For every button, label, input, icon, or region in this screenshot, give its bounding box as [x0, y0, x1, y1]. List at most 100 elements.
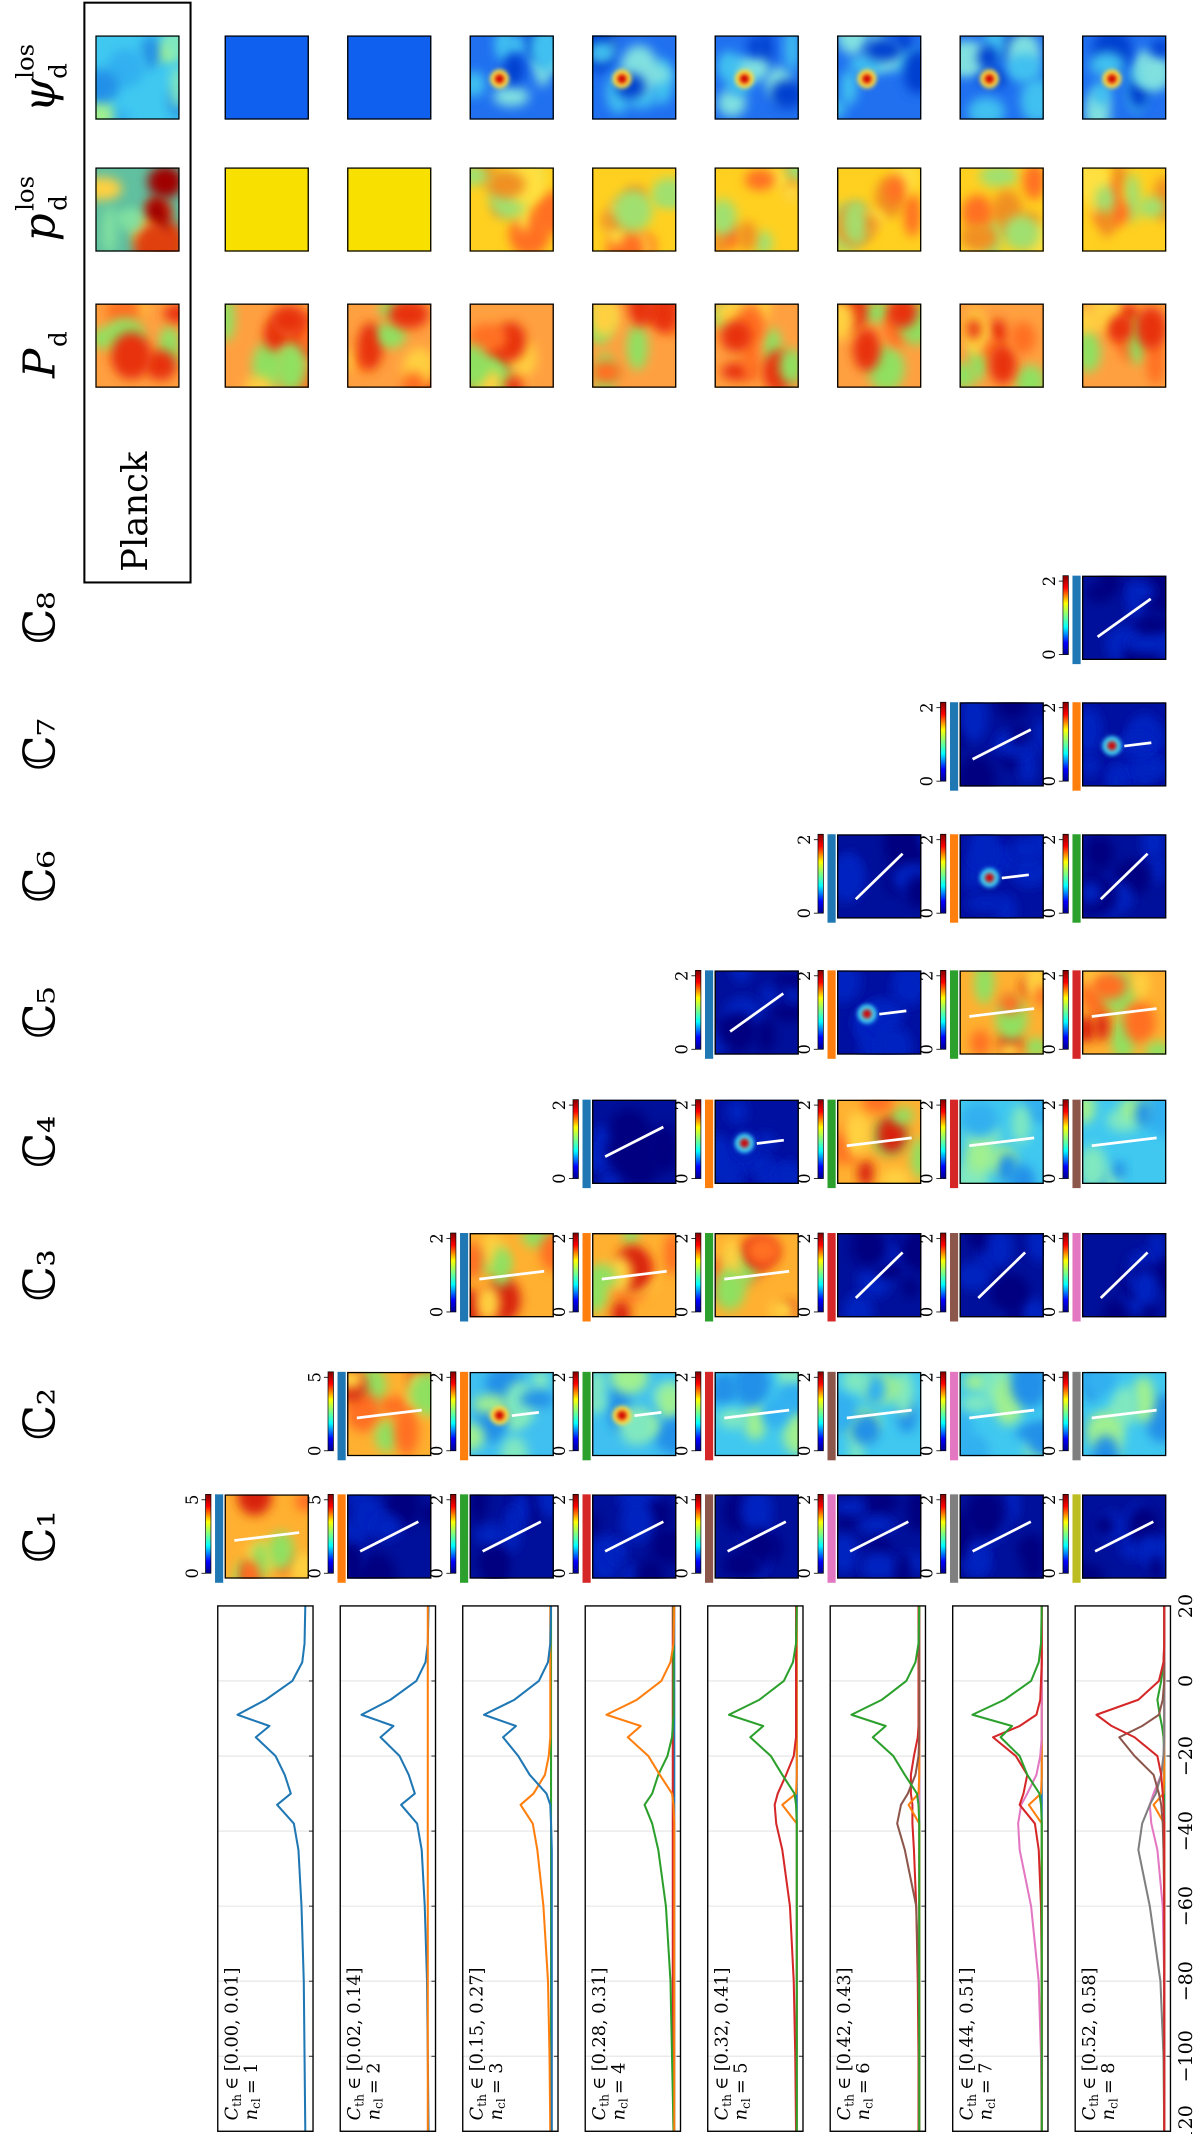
- map-feature: [1111, 1161, 1126, 1180]
- map-feature: [984, 74, 995, 84]
- map-feature: [481, 1552, 509, 1579]
- map-feature: [781, 184, 799, 202]
- heatmap: [959, 35, 1044, 120]
- map-feature: [720, 320, 752, 353]
- series-line: [360, 1605, 430, 2132]
- plot-frame: [584, 1605, 682, 2132]
- heatmap: [1081, 1494, 1167, 1579]
- range-subscript: th: [229, 2094, 243, 2107]
- map-frame: [714, 970, 799, 1055]
- map-feature: [394, 1407, 419, 1457]
- range-label: Cth ∈ [0.02, 0.14]: [345, 1967, 366, 2120]
- orientation-line: [756, 1138, 785, 1145]
- map-feature: [966, 1537, 988, 1576]
- map-feature: [744, 169, 776, 191]
- map-feature: [475, 1522, 508, 1546]
- cluster-strip: [704, 1233, 714, 1322]
- map-feature: [659, 1385, 677, 1421]
- colorbar-tick-label: 0: [305, 1568, 324, 1578]
- map-feature: [718, 1408, 748, 1429]
- heatmap: [1081, 303, 1167, 388]
- range-symbol: C: [590, 2106, 610, 2120]
- map-feature: [401, 372, 426, 388]
- map-background: [224, 35, 309, 120]
- map-feature: [858, 1515, 896, 1535]
- map-feature: [592, 42, 615, 63]
- map-feature: [770, 79, 799, 109]
- map-feature: [1106, 765, 1126, 787]
- map-feature: [861, 1099, 894, 1113]
- range-label: Cth ∈ [0.28, 0.31]: [590, 1967, 611, 2120]
- map-feature: [959, 1261, 992, 1291]
- map-feature: [611, 1300, 631, 1318]
- map-feature: [503, 53, 525, 86]
- orientation-line: [854, 1251, 904, 1299]
- map-feature: [409, 1372, 432, 1416]
- orientation-line: [601, 1269, 667, 1281]
- colorbar-tick-label: 2: [673, 1495, 692, 1505]
- planck-label: Planck: [115, 451, 156, 572]
- heatmap: [95, 167, 180, 252]
- map-feature: [144, 349, 177, 381]
- map-frame: [592, 303, 677, 388]
- orientation-line: [971, 1520, 1032, 1553]
- planck-header: P: [16, 348, 66, 379]
- map-feature: [592, 1393, 607, 1414]
- orientation-line: [726, 1520, 787, 1553]
- map-feature: [147, 167, 180, 199]
- map-feature: [851, 1418, 880, 1445]
- plot-frame: [462, 1605, 559, 2132]
- map-feature: [738, 220, 757, 252]
- map-feature: [842, 1371, 869, 1393]
- map-frame: [224, 167, 309, 252]
- map-feature: [959, 362, 976, 388]
- map-feature: [959, 755, 996, 787]
- column-header: ℂ₄: [16, 1116, 66, 1168]
- map-feature: [1107, 74, 1117, 84]
- map-feature: [492, 1246, 511, 1288]
- colorbar-tick-label: 2: [1040, 834, 1059, 844]
- map-feature: [1081, 333, 1101, 373]
- map-feature: [520, 1390, 554, 1409]
- map-feature: [592, 1146, 604, 1170]
- map-feature: [837, 303, 855, 341]
- map-frame: [592, 167, 677, 252]
- colorbar-tick-label: 0: [305, 1446, 324, 1456]
- colorbar-tick-label: 2: [1040, 702, 1059, 712]
- map-feature: [1014, 364, 1044, 388]
- map-feature: [984, 873, 995, 883]
- colorbar: [450, 1371, 457, 1452]
- colorbar-tick-label: 0: [795, 1446, 814, 1456]
- map-feature: [1024, 1233, 1044, 1264]
- colorbar: [695, 1099, 702, 1179]
- series-line: [1148, 1605, 1166, 2132]
- map-feature: [1137, 196, 1165, 218]
- series-line: [850, 1605, 921, 2132]
- ncl-symbol: n: [242, 2109, 262, 2120]
- map-feature: [1107, 741, 1117, 751]
- colorbar-tick-label: 0: [795, 908, 814, 918]
- map-frame: [469, 303, 554, 388]
- planck-header-sup: los: [11, 176, 40, 211]
- planck-header-sub: d: [43, 195, 72, 211]
- map-frame: [959, 970, 1044, 1055]
- map-feature: [141, 35, 160, 70]
- map-frame: [347, 35, 432, 120]
- map-feature: [347, 1391, 381, 1433]
- map-feature: [857, 1159, 874, 1185]
- map-feature: [876, 1115, 907, 1154]
- map-frame: [347, 1494, 432, 1579]
- map-feature: [974, 970, 995, 1005]
- orientation-line: [846, 1408, 912, 1420]
- map-frame: [837, 1233, 922, 1318]
- map-feature: [862, 74, 872, 84]
- colorbar-tick-label: 0: [918, 1568, 937, 1578]
- range-value: ∈ [0.02, 0.14]: [345, 1967, 365, 2090]
- map-feature: [906, 1494, 922, 1532]
- map-feature: [756, 1019, 776, 1053]
- colorbar-tick-label: 0: [428, 1568, 447, 1578]
- cluster-strip: [460, 1371, 469, 1461]
- map-feature: [903, 192, 921, 237]
- plot-frame: [339, 1605, 437, 2132]
- map-feature: [653, 1530, 677, 1548]
